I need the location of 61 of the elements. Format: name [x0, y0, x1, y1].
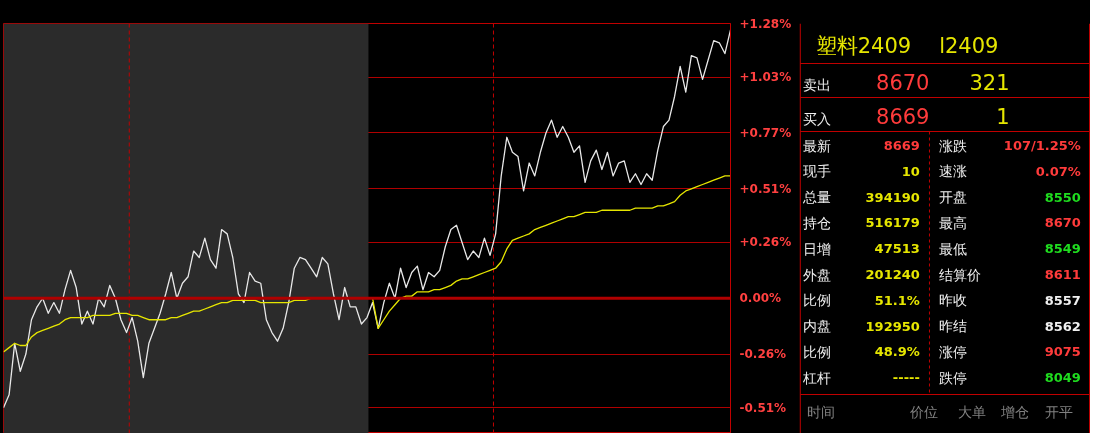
- y-tick-label: +0.51%: [739, 181, 792, 196]
- text: 日增: [803, 240, 832, 257]
- text: 51.1%: [874, 292, 920, 308]
- y-tick-label: -0.26%: [739, 347, 787, 362]
- y-tick-label: -0.51%: [739, 400, 787, 415]
- text: 结算价: [939, 266, 982, 283]
- text: 48.9%: [874, 344, 920, 360]
- text: 1: [996, 104, 1010, 129]
- text: 10: [901, 163, 920, 179]
- text: 大单: [958, 403, 987, 420]
- text: 8562: [1044, 318, 1081, 334]
- text: 201240: [865, 267, 920, 282]
- text: 时间: [807, 403, 836, 420]
- text: -----: [892, 370, 920, 386]
- text: 外盘: [803, 266, 832, 283]
- text: l2409: [939, 33, 999, 58]
- text: 增仓: [999, 403, 1029, 420]
- text: 现手: [803, 163, 832, 180]
- text: 涨跌: [939, 137, 968, 154]
- text: 内盘: [803, 318, 832, 335]
- y-tick-label: +0.77%: [739, 125, 792, 140]
- text: 开盘: [939, 189, 968, 206]
- text: 比例: [803, 343, 832, 360]
- y-tick-label: +1.03%: [739, 70, 792, 85]
- y-tick-label: +1.28%: [739, 16, 792, 31]
- text: 最低: [939, 240, 968, 257]
- text: 107/1.25%: [1003, 138, 1081, 153]
- text: 9075: [1044, 344, 1081, 360]
- text: 比例: [803, 292, 832, 309]
- text: 8670: [876, 70, 930, 95]
- text: 昨结: [939, 318, 968, 335]
- text: 总量: [802, 189, 832, 206]
- y-tick-label: +0.26%: [739, 235, 792, 250]
- text: 杠杆: [802, 369, 832, 386]
- text: 最高: [939, 214, 968, 231]
- text: 8669: [883, 138, 920, 153]
- text: 速涨: [939, 163, 968, 180]
- text: 最新: [803, 137, 832, 154]
- y-tick-label: 0.00%: [739, 291, 782, 306]
- text: 0.07%: [1035, 163, 1081, 179]
- text: 跌停: [939, 369, 968, 386]
- text: 192950: [865, 318, 920, 334]
- text: 47513: [874, 241, 920, 257]
- text: 8049: [1044, 370, 1081, 386]
- text: 8670: [1044, 215, 1081, 231]
- text: 塑料2409: [815, 33, 912, 58]
- text: 516179: [865, 215, 920, 231]
- text: 8550: [1044, 189, 1081, 205]
- text: 持仓: [803, 214, 832, 231]
- text: 8669: [876, 104, 930, 129]
- text: 321: [969, 70, 1010, 95]
- text: 买入: [803, 110, 832, 127]
- text: 394190: [865, 189, 920, 205]
- text: 涨停: [939, 343, 968, 360]
- text: 卖出: [803, 76, 832, 93]
- text: 价位: [909, 403, 939, 420]
- text: 昨收: [939, 292, 968, 309]
- text: 8549: [1044, 241, 1081, 257]
- text: 8557: [1044, 292, 1081, 308]
- text: 开平: [1045, 403, 1074, 420]
- text: 8611: [1044, 267, 1081, 282]
